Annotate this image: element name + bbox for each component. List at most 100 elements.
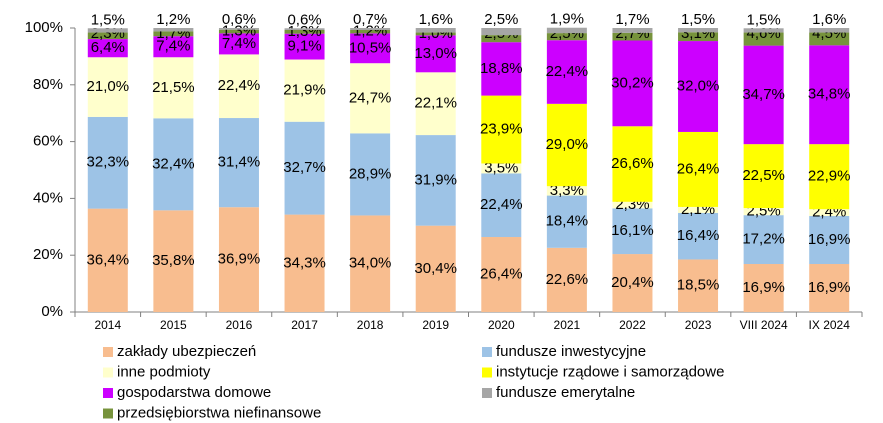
- legend-label: instytucje rządowe i samorządowe: [496, 363, 724, 380]
- bar-segment: [678, 28, 719, 33]
- bar-segment: [284, 28, 325, 30]
- value-label: 34,8%: [808, 86, 851, 103]
- bar-segment: [87, 39, 128, 58]
- value-label: 22,1%: [414, 95, 457, 112]
- value-label: 26,4%: [480, 265, 523, 282]
- x-tick-label: 2020: [488, 318, 515, 332]
- bar-segment: [678, 206, 719, 213]
- value-label: 18,4%: [546, 213, 589, 230]
- value-label: 22,6%: [546, 271, 589, 288]
- bar-segment: [284, 121, 325, 215]
- bar-segment: [218, 118, 259, 208]
- y-tick-label: 100%: [25, 19, 63, 36]
- bar-segment: [809, 264, 850, 312]
- legend-swatch: [482, 367, 492, 378]
- x-tick-label: 2018: [357, 318, 384, 332]
- bar-segment: [743, 32, 784, 46]
- value-label: 17,2%: [742, 231, 785, 248]
- value-label: 22,5%: [742, 167, 785, 184]
- value-label: 36,9%: [218, 251, 261, 268]
- value-label: 0,6%: [222, 11, 256, 28]
- bar-segment: [218, 33, 259, 55]
- value-label: 30,4%: [414, 260, 457, 277]
- bar-segment: [415, 28, 456, 33]
- bar-segment: [350, 63, 391, 134]
- value-label: 10,5%: [349, 39, 392, 56]
- value-label: 16,1%: [611, 222, 654, 239]
- value-label: 35,8%: [152, 252, 195, 269]
- bar-segment: [284, 29, 325, 34]
- value-label: 1,7%: [615, 11, 649, 28]
- value-label: 6,4%: [91, 39, 125, 56]
- bar-segment: [481, 163, 522, 174]
- bar-segment: [284, 33, 325, 60]
- bar-segment: [350, 28, 391, 30]
- bar-segment: [415, 225, 456, 312]
- bar-segment: [743, 144, 784, 209]
- bar-segment: [612, 40, 653, 127]
- value-label: 1,3%: [222, 23, 256, 40]
- bar-segment: [415, 72, 456, 136]
- bar-segment: [87, 32, 128, 40]
- bar-segment: [612, 126, 653, 202]
- bar-segment: [481, 173, 522, 238]
- value-label: 1,3%: [287, 23, 321, 40]
- bar-segment: [546, 40, 587, 104]
- bar-segment: [743, 208, 784, 216]
- bar-segment: [546, 103, 587, 187]
- y-tick-label: 40%: [33, 189, 63, 206]
- value-label: 34,3%: [283, 254, 326, 271]
- value-label: 31,9%: [414, 171, 457, 188]
- bar-segment: [546, 247, 587, 312]
- value-label: 34,7%: [742, 86, 785, 103]
- x-tick-label: 2023: [685, 318, 712, 332]
- x-tick-label: 2014: [94, 318, 121, 332]
- legend-swatch: [103, 388, 113, 398]
- value-label: 16,4%: [677, 227, 720, 244]
- value-label: 18,8%: [480, 60, 523, 77]
- bar-segment: [415, 135, 456, 226]
- bar-segment: [546, 27, 587, 34]
- bar-segment: [481, 95, 522, 164]
- bar-segment: [350, 215, 391, 312]
- bar-segment: [678, 259, 719, 312]
- value-label: 29,0%: [546, 136, 589, 153]
- x-tick-label: IX 2024: [809, 318, 851, 332]
- value-label: 32,0%: [677, 77, 720, 94]
- x-tick-label: 2017: [291, 318, 318, 332]
- bar-segment: [612, 208, 653, 255]
- value-label: 0,6%: [287, 11, 321, 28]
- bar-segment: [612, 28, 653, 33]
- value-label: 1,5%: [91, 11, 125, 28]
- value-label: 21,9%: [283, 82, 326, 99]
- value-label: 3,5%: [484, 159, 518, 176]
- bar-segment: [743, 45, 784, 145]
- x-tick-label: 2015: [160, 318, 187, 332]
- value-label: 16,9%: [808, 231, 851, 248]
- value-label: 20,4%: [611, 274, 654, 291]
- value-label: 26,4%: [677, 160, 720, 177]
- legend-swatch: [103, 367, 113, 378]
- value-label: 32,3%: [87, 154, 130, 171]
- bar-segment: [546, 33, 587, 41]
- value-label: 7,4%: [156, 38, 190, 55]
- value-label: 21,0%: [87, 78, 130, 95]
- bar-segment: [546, 186, 587, 196]
- bar-segment: [481, 35, 522, 43]
- bar-segment: [809, 32, 850, 46]
- legend-swatch: [103, 408, 113, 419]
- value-label: 18,5%: [677, 277, 720, 294]
- bar-segment: [612, 201, 653, 209]
- value-label: 23,9%: [480, 120, 523, 137]
- y-tick-label: 20%: [33, 246, 63, 263]
- bar-segment: [612, 254, 653, 312]
- bar-segment: [809, 45, 850, 145]
- value-label: 1,6%: [419, 11, 453, 28]
- value-label: 0,7%: [353, 11, 387, 28]
- legend-swatch: [482, 388, 492, 398]
- bar-segment: [87, 28, 128, 33]
- bar-segment: [743, 28, 784, 33]
- bar-segment: [350, 29, 391, 34]
- value-label: 13,0%: [414, 45, 457, 62]
- x-tick-label: 2021: [554, 318, 581, 332]
